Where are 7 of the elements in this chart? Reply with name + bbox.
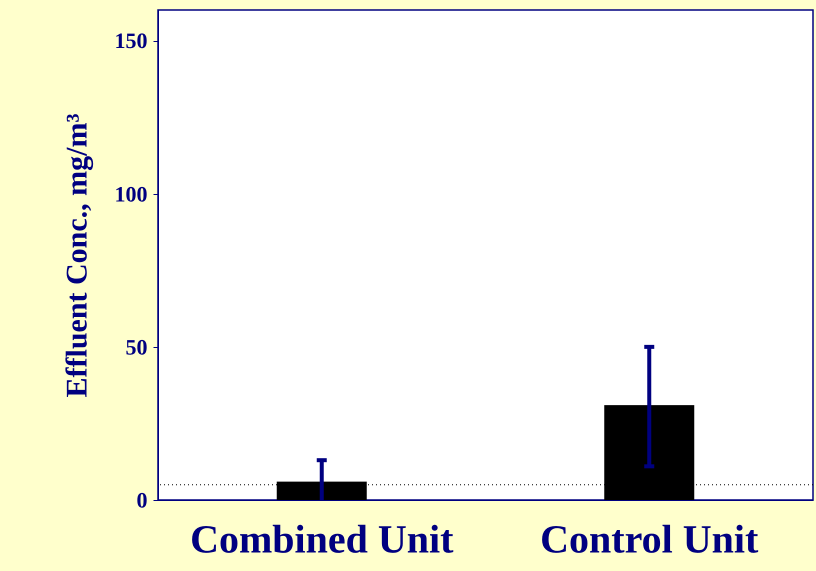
x-tick-label: Control Unit — [540, 516, 760, 562]
y-tick-label: 50 — [126, 334, 148, 360]
x-tick-label: Combined Unit — [190, 516, 454, 562]
y-axis-title: Effluent Conc., mg/m³ — [60, 114, 94, 398]
y-tick-label: 150 — [114, 28, 148, 54]
y-tick-label: 0 — [136, 488, 148, 512]
y-tick-label: 100 — [114, 181, 148, 206]
